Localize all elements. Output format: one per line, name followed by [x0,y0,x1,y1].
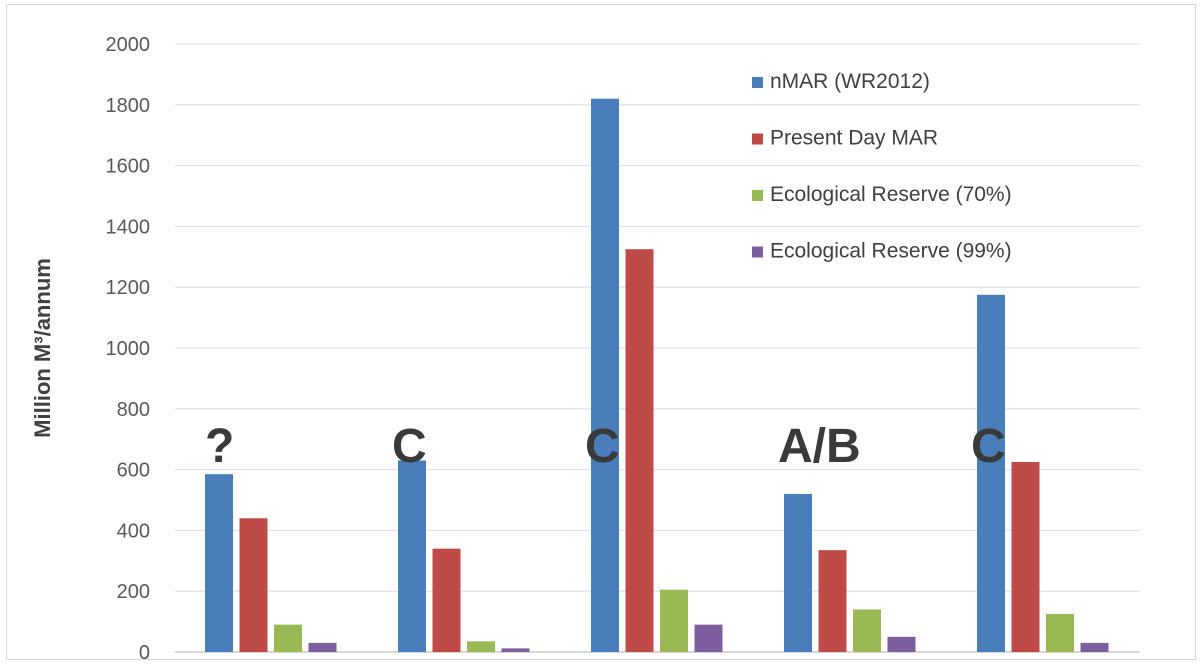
legend-label: Ecological Reserve (99%) [770,240,1012,263]
bar [625,249,654,652]
bars [205,98,1109,653]
y-tick-label: 200 [117,581,150,603]
legend-label: nMAR (WR2012) [770,70,930,93]
y-tick-label: 1400 [106,216,151,238]
bar [784,493,812,652]
bar [694,624,723,652]
group-annotation: C [392,420,427,473]
chart-frame [6,4,1196,660]
bar [818,550,847,652]
y-tick-label: 2000 [106,34,151,56]
legend: nMAR (WR2012) Present Day MAR Ecological R… [752,70,1012,263]
y-tick-label: 800 [117,399,150,421]
legend-swatch [752,246,763,258]
legend-label: Ecological Reserve (70%) [770,183,1012,206]
y-tick-label: 1600 [106,156,151,178]
legend-swatch [752,133,763,145]
group-annotation: ? [205,420,234,473]
bar [591,98,619,653]
bar [887,636,916,652]
group-annotation: C [585,420,620,473]
y-tick-label: 600 [117,460,150,482]
bar [1046,614,1074,652]
bar [1011,462,1040,652]
group-annotation: C [971,420,1006,473]
bar [432,548,461,652]
bar [1080,642,1109,652]
group-annotation: A/B [778,420,861,473]
bar [853,609,881,652]
y-tick-label: 1800 [106,95,151,117]
y-tick-label: 1000 [106,338,151,360]
bar [660,589,688,652]
group-annotations: ? C C A/B C [205,420,1006,473]
bar [239,518,268,652]
y-tick-labels: 0 200 400 600 800 1000 1200 1400 1600 1800 2000 [106,34,151,664]
y-tick-label: 400 [117,520,150,542]
y-axis-label: Million M³/annum [30,258,55,438]
legend-swatch [752,77,763,88]
bar [501,648,530,652]
bar [398,460,426,652]
bar [205,474,233,652]
bar [977,294,1005,652]
y-tick-label: 0 [139,642,150,664]
bar [308,642,337,652]
bar [467,641,495,652]
bar [274,624,302,652]
legend-label: Present Day MAR [770,127,938,150]
y-tick-label: 1200 [106,277,151,299]
legend-swatch [752,190,763,201]
